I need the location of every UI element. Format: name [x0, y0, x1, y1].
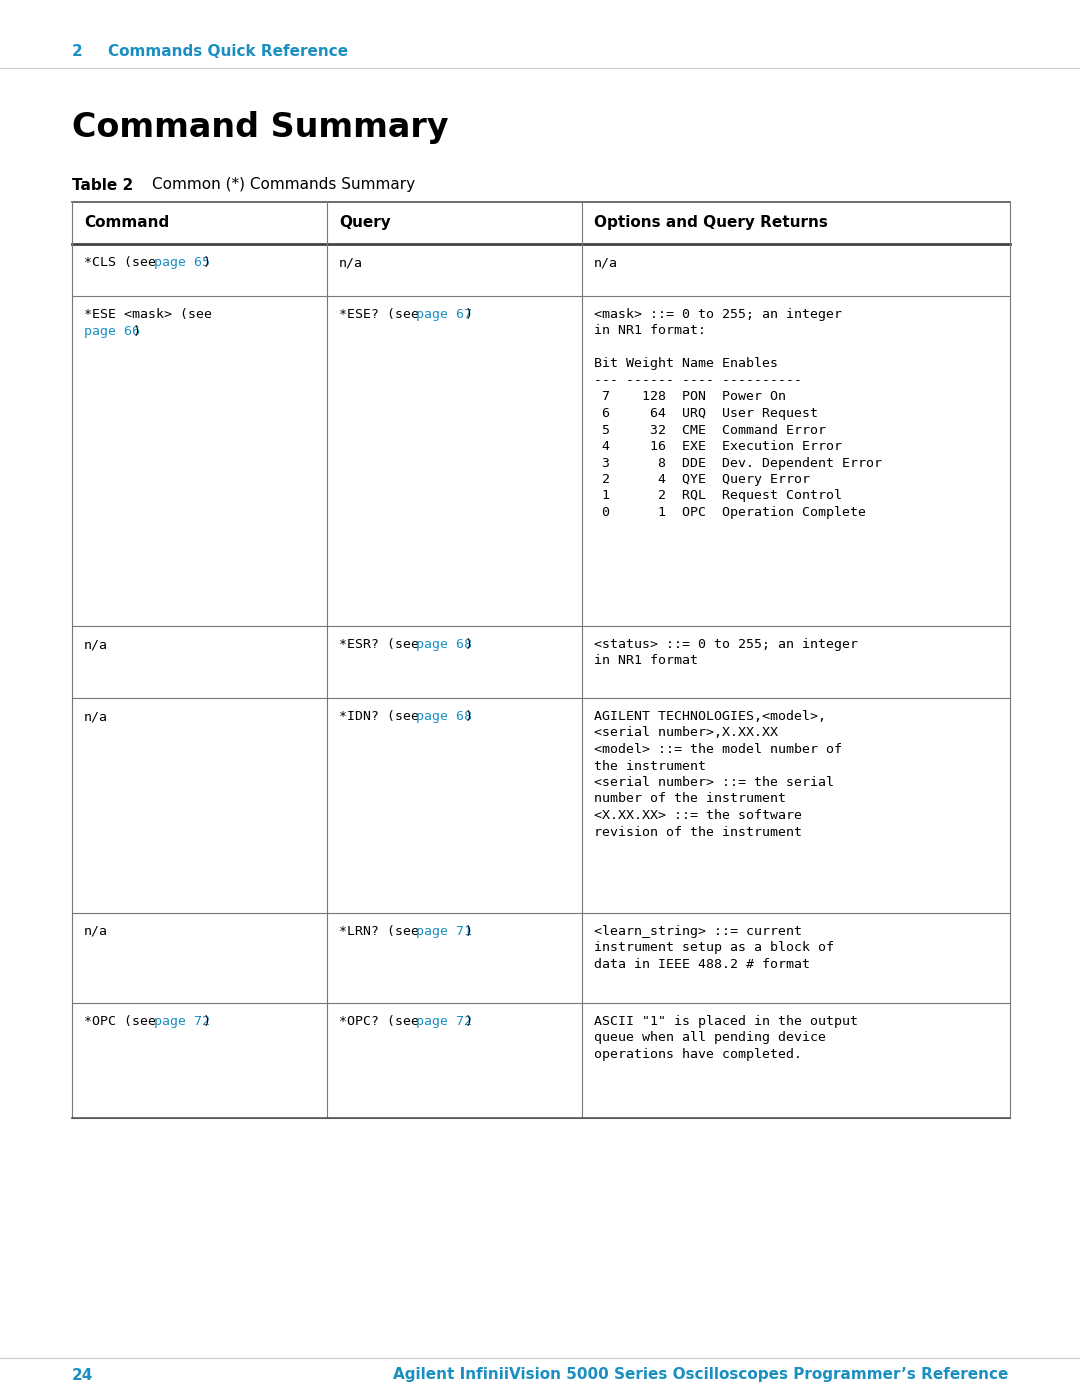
Text: ): ) [465, 710, 473, 724]
Text: page 67: page 67 [416, 307, 472, 321]
Text: n/a: n/a [84, 925, 108, 937]
Text: queue when all pending device: queue when all pending device [594, 1031, 826, 1045]
Text: 24: 24 [72, 1368, 93, 1383]
Text: page 66: page 66 [84, 324, 140, 338]
Text: 6     64  URQ  User Request: 6 64 URQ User Request [594, 407, 818, 420]
Text: *ESR? (see: *ESR? (see [339, 638, 427, 651]
Text: <status> ::= 0 to 255; an integer: <status> ::= 0 to 255; an integer [594, 638, 858, 651]
Text: page 65: page 65 [154, 256, 210, 270]
Text: ): ) [203, 1016, 211, 1028]
Text: 2: 2 [72, 45, 83, 60]
Text: <X.XX.XX> ::= the software: <X.XX.XX> ::= the software [594, 809, 802, 821]
Text: <serial number>,X.XX.XX: <serial number>,X.XX.XX [594, 726, 778, 739]
Text: n/a: n/a [84, 638, 108, 651]
Text: Common (*) Commands Summary: Common (*) Commands Summary [152, 177, 415, 193]
Text: n/a: n/a [339, 256, 363, 270]
Text: 3      8  DDE  Dev. Dependent Error: 3 8 DDE Dev. Dependent Error [594, 457, 882, 469]
Text: the instrument: the instrument [594, 760, 706, 773]
Text: AGILENT TECHNOLOGIES,<model>,: AGILENT TECHNOLOGIES,<model>, [594, 710, 826, 724]
Text: *OPC? (see: *OPC? (see [339, 1016, 427, 1028]
Text: page 68: page 68 [416, 638, 472, 651]
Text: instrument setup as a block of: instrument setup as a block of [594, 942, 834, 954]
Text: ): ) [465, 307, 473, 321]
Text: <learn_string> ::= current: <learn_string> ::= current [594, 925, 802, 937]
Text: page 68: page 68 [416, 710, 472, 724]
Text: data in IEEE 488.2 # format: data in IEEE 488.2 # format [594, 958, 810, 971]
Text: <model> ::= the model number of: <model> ::= the model number of [594, 743, 842, 756]
Text: *ESE? (see: *ESE? (see [339, 307, 427, 321]
Text: revision of the instrument: revision of the instrument [594, 826, 802, 838]
Text: number of the instrument: number of the instrument [594, 792, 786, 806]
Text: ): ) [133, 324, 141, 338]
Text: *ESE <mask> (see: *ESE <mask> (see [84, 307, 212, 321]
Text: in NR1 format:: in NR1 format: [594, 324, 706, 338]
Text: operations have completed.: operations have completed. [594, 1048, 802, 1060]
Text: Table 2: Table 2 [72, 177, 133, 193]
Text: Bit Weight Name Enables: Bit Weight Name Enables [594, 358, 778, 370]
Text: --- ------ ---- ----------: --- ------ ---- ---------- [594, 374, 802, 387]
Text: *IDN? (see: *IDN? (see [339, 710, 427, 724]
Text: page 72: page 72 [154, 1016, 210, 1028]
Text: in NR1 format: in NR1 format [594, 655, 698, 668]
Text: page 71: page 71 [416, 925, 472, 937]
Text: Commands Quick Reference: Commands Quick Reference [108, 45, 348, 60]
Text: <serial number> ::= the serial: <serial number> ::= the serial [594, 775, 834, 789]
Text: ): ) [465, 638, 473, 651]
Text: 5     32  CME  Command Error: 5 32 CME Command Error [594, 423, 826, 436]
Text: n/a: n/a [594, 256, 618, 270]
Text: Command Summary: Command Summary [72, 112, 448, 144]
Text: 2      4  QYE  Query Error: 2 4 QYE Query Error [594, 474, 810, 486]
Text: 7    128  PON  Power On: 7 128 PON Power On [594, 391, 786, 404]
Text: ): ) [203, 256, 211, 270]
Text: ): ) [465, 925, 473, 937]
Text: Query: Query [339, 215, 391, 231]
Text: Command: Command [84, 215, 170, 231]
Text: 0      1  OPC  Operation Complete: 0 1 OPC Operation Complete [594, 506, 866, 520]
Text: page 72: page 72 [416, 1016, 472, 1028]
Text: *CLS (see: *CLS (see [84, 256, 164, 270]
Text: *OPC (see: *OPC (see [84, 1016, 164, 1028]
Text: ): ) [465, 1016, 473, 1028]
Text: 1      2  RQL  Request Control: 1 2 RQL Request Control [594, 489, 842, 503]
Text: ASCII "1" is placed in the output: ASCII "1" is placed in the output [594, 1016, 858, 1028]
Text: *LRN? (see: *LRN? (see [339, 925, 427, 937]
Text: n/a: n/a [84, 710, 108, 724]
Text: Agilent InfiniiVision 5000 Series Oscilloscopes Programmer’s Reference: Agilent InfiniiVision 5000 Series Oscill… [393, 1368, 1008, 1383]
Text: 4     16  EXE  Execution Error: 4 16 EXE Execution Error [594, 440, 842, 453]
Text: Options and Query Returns: Options and Query Returns [594, 215, 828, 231]
Text: <mask> ::= 0 to 255; an integer: <mask> ::= 0 to 255; an integer [594, 307, 842, 321]
